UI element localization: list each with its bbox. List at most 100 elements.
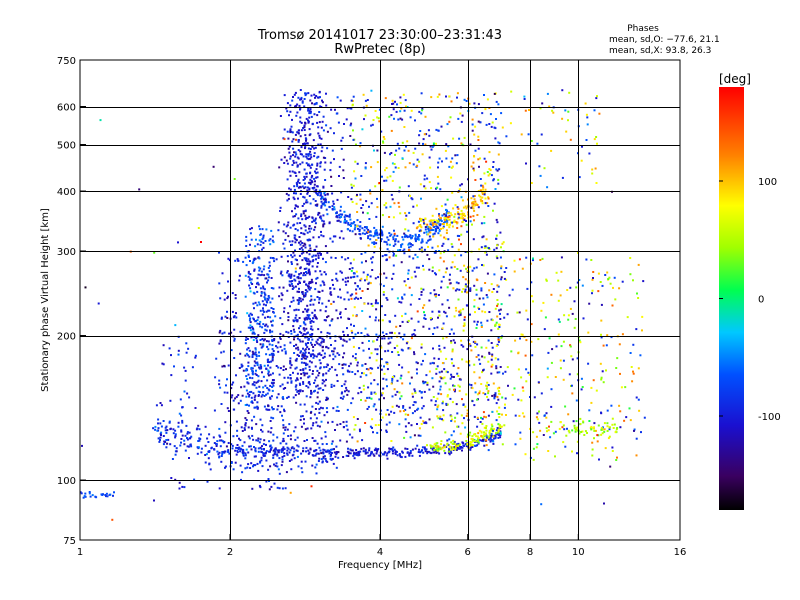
scatter-point (378, 182, 381, 184)
scatter-point (606, 430, 609, 432)
scatter-point (436, 175, 439, 178)
scatter-point (401, 236, 404, 239)
scatter-point (392, 216, 395, 219)
scatter-point (405, 284, 407, 287)
scatter-point (475, 266, 478, 269)
scatter-point (238, 446, 241, 449)
scatter-point (304, 209, 307, 212)
scatter-point (413, 434, 416, 437)
scatter-point (304, 258, 307, 261)
scatter-point (605, 369, 607, 372)
scatter-point (436, 397, 439, 400)
scatter-point (199, 438, 202, 440)
scatter-point (525, 162, 527, 165)
scatter-point (433, 357, 436, 360)
scatter-point (303, 242, 306, 245)
scatter-point (491, 394, 494, 397)
scatter-point (263, 395, 266, 397)
scatter-point (269, 450, 271, 453)
scatter-point (373, 379, 376, 382)
scatter-point (497, 431, 499, 434)
scatter-point (505, 414, 507, 416)
scatter-point (420, 450, 423, 453)
scatter-point (329, 237, 332, 240)
scatter-point (322, 198, 325, 201)
scatter-point (274, 315, 277, 318)
scatter-point (518, 258, 521, 261)
scatter-point (481, 264, 483, 266)
scatter-point (450, 358, 453, 361)
scatter-point (283, 247, 286, 250)
scatter-point (616, 427, 619, 429)
scatter-point (438, 314, 441, 317)
scatter-point (483, 215, 486, 218)
scatter-point (588, 420, 591, 422)
scatter-point (329, 291, 332, 294)
scatter-point (260, 365, 263, 368)
scatter-point (366, 273, 369, 276)
scatter-point (266, 408, 269, 411)
scatter-point (468, 383, 471, 386)
scatter-point (426, 381, 429, 384)
scatter-point (308, 128, 311, 131)
scatter-point (274, 451, 277, 453)
scatter-point (495, 365, 498, 368)
scatter-point (568, 373, 571, 376)
scatter-point (495, 100, 498, 103)
scatter-point (386, 298, 389, 301)
scatter-point (475, 327, 478, 329)
scatter-point (591, 168, 594, 171)
scatter-point (271, 356, 274, 359)
scatter-point (368, 449, 371, 452)
scatter-point (336, 216, 339, 219)
scatter-point (452, 339, 455, 342)
scatter-point (339, 396, 342, 399)
scatter-point (404, 234, 407, 237)
scatter-point (247, 373, 250, 376)
scatter-point (642, 280, 645, 283)
scatter-point (321, 379, 324, 382)
scatter-point (221, 453, 224, 455)
scatter-point (419, 434, 422, 437)
scatter-point (347, 223, 350, 226)
scatter-point (347, 276, 350, 279)
scatter-point (381, 337, 384, 340)
scatter-point (390, 129, 393, 132)
scatter-point (292, 319, 295, 322)
scatter-point (355, 292, 358, 295)
scatter-point (287, 447, 290, 450)
scatter-point (450, 266, 453, 269)
scatter-point (253, 318, 255, 321)
scatter-point (336, 317, 339, 320)
scatter-point (445, 229, 448, 232)
scatter-point (320, 452, 323, 455)
scatter-point (369, 282, 372, 285)
scatter-point (475, 440, 478, 443)
scatter-point (170, 354, 172, 357)
scatter-point (567, 110, 570, 113)
scatter-point (562, 378, 565, 381)
scatter-point (407, 422, 410, 425)
scatter-point (392, 108, 395, 111)
scatter-point (483, 431, 485, 434)
scatter-point (395, 110, 398, 113)
scatter-point (264, 324, 267, 327)
scatter-point (380, 229, 383, 232)
scatter-point (440, 125, 443, 128)
scatter-point (428, 258, 431, 261)
scatter-point (312, 356, 315, 359)
scatter-point (349, 124, 352, 127)
scatter-point (296, 183, 298, 186)
scatter-point (450, 434, 453, 437)
scatter-point (457, 216, 460, 219)
scatter-point (312, 454, 315, 457)
scatter-point (279, 210, 282, 212)
scatter-point (505, 267, 508, 269)
scatter-point (213, 448, 216, 451)
scatter-point (351, 230, 354, 233)
scatter-point (482, 235, 485, 238)
scatter-point (371, 418, 374, 421)
scatter-point (371, 241, 374, 244)
scatter-point (228, 452, 231, 455)
scatter-point (325, 399, 328, 401)
